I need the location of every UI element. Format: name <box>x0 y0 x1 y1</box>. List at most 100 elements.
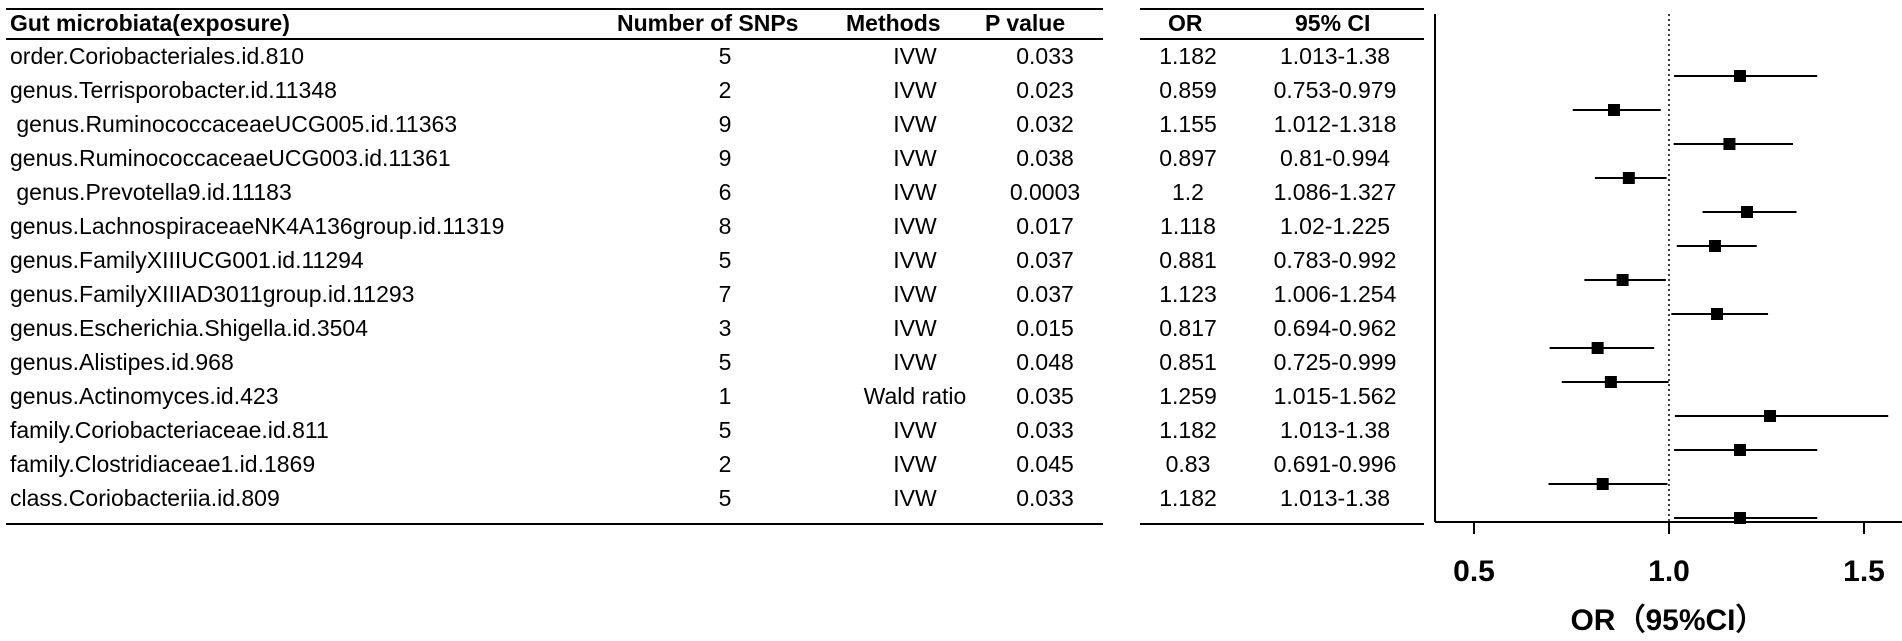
method-cell: IVW <box>893 247 937 273</box>
or-point <box>1733 70 1746 82</box>
ci-cell: 1.015-1.562 <box>1273 383 1397 409</box>
or-cell: 1.259 <box>1159 383 1217 409</box>
ci-cell: 1.013-1.38 <box>1280 43 1390 69</box>
method-cell: IVW <box>893 179 937 205</box>
header-rule-right <box>1140 38 1424 40</box>
method-cell: IVW <box>893 349 937 375</box>
header-ci: 95% CI <box>1295 10 1371 36</box>
ci-cell: 1.006-1.254 <box>1273 281 1397 307</box>
exposure-cell: genus.FamilyXIIIUCG001.id.11294 <box>10 247 364 273</box>
exposure-cell: genus.Prevotella9.id.11183 <box>10 179 292 205</box>
ci-cell: 0.694-0.962 <box>1273 315 1397 341</box>
ci-cell: 1.02-1.225 <box>1280 213 1390 239</box>
snps-cell: 9 <box>718 111 732 137</box>
header-methods: Methods <box>846 10 941 36</box>
exposure-cell: genus.RuminococcaceaeUCG003.id.11361 <box>10 145 451 171</box>
snps-cell: 8 <box>718 213 732 239</box>
method-cell: IVW <box>893 77 937 103</box>
ci-cell: 0.753-0.979 <box>1273 77 1397 103</box>
snps-cell: 2 <box>718 77 732 103</box>
method-cell: IVW <box>893 145 937 171</box>
method-cell: IVW <box>893 417 937 443</box>
header-snps: Number of SNPs <box>617 10 799 36</box>
exposure-cell: genus.LachnospiraceaeNK4A136group.id.113… <box>10 213 505 239</box>
p-value-cell: 0.035 <box>1016 383 1074 409</box>
header-rule-left <box>6 38 1103 40</box>
p-value-cell: 0.032 <box>1016 111 1074 137</box>
or-point <box>1709 240 1722 252</box>
exposure-cell: genus.Alistipes.id.968 <box>10 349 234 375</box>
or-point <box>1733 512 1746 524</box>
method-cell: IVW <box>893 281 937 307</box>
or-cell: 0.851 <box>1159 349 1217 375</box>
x-tick-label: 1.0 <box>1648 555 1690 588</box>
or-point <box>1723 138 1736 150</box>
p-value-cell: 0.037 <box>1016 247 1074 273</box>
method-cell: IVW <box>893 451 937 477</box>
bottom-rule-right <box>1140 523 1424 525</box>
ci-cell: 0.81-0.994 <box>1280 145 1390 171</box>
or-point <box>1591 342 1604 354</box>
x-tick-label: 0.5 <box>1453 555 1495 588</box>
or-cell: 0.83 <box>1165 451 1211 477</box>
snps-cell: 5 <box>718 349 732 375</box>
method-cell: IVW <box>893 485 937 511</box>
snps-cell: 2 <box>718 451 732 477</box>
or-point <box>1604 376 1617 388</box>
or-cell: 1.123 <box>1159 281 1217 307</box>
exposure-cell: genus.Escherichia.Shigella.id.3504 <box>10 315 369 341</box>
or-cell: 0.897 <box>1159 145 1217 171</box>
forest-marks <box>1548 70 1889 524</box>
exposure-cell: family.Coriobacteriaceae.id.811 <box>10 417 329 443</box>
top-rule-left <box>6 8 1103 10</box>
snps-cell: 7 <box>718 281 732 307</box>
snps-cell: 5 <box>718 247 732 273</box>
snps-cell: 6 <box>718 179 732 205</box>
ci-cell: 1.086-1.327 <box>1273 179 1397 205</box>
ci-cell: 0.783-0.992 <box>1273 247 1397 273</box>
snps-cell: 9 <box>718 145 732 171</box>
exposure-cell: order.Coriobacteriales.id.810 <box>10 43 305 69</box>
method-cell: IVW <box>893 213 937 239</box>
or-cell: 0.859 <box>1159 77 1217 103</box>
exposure-cell: class.Coriobacteriia.id.809 <box>10 485 280 511</box>
top-rule-right <box>1140 8 1424 10</box>
snps-cell: 5 <box>718 43 732 69</box>
or-point <box>1616 274 1629 286</box>
or-point <box>1608 104 1621 116</box>
or-cell: 1.182 <box>1159 485 1217 511</box>
exposure-cell: genus.Actinomyces.id.423 <box>10 383 279 409</box>
exposure-cell: genus.Terrisporobacter.id.11348 <box>10 77 337 103</box>
method-cell: IVW <box>893 111 937 137</box>
header-exposure: Gut microbiata(exposure) <box>10 10 290 36</box>
exposure-cell: genus.RuminococcaceaeUCG005.id.11363 <box>10 111 458 137</box>
or-point <box>1622 172 1635 184</box>
p-value-cell: 0.045 <box>1016 451 1074 477</box>
ci-cell: 1.012-1.318 <box>1273 111 1397 137</box>
or-cell: 1.2 <box>1172 179 1204 205</box>
or-cell: 1.182 <box>1159 43 1217 69</box>
or-point <box>1764 410 1777 422</box>
p-value-cell: 0.038 <box>1016 145 1074 171</box>
snps-cell: 1 <box>718 383 732 409</box>
header-or: OR <box>1168 10 1203 36</box>
p-value-cell: 0.033 <box>1016 485 1074 511</box>
ci-cell: 1.013-1.38 <box>1280 485 1390 511</box>
p-value-cell: 0.015 <box>1016 315 1074 341</box>
p-value-cell: 0.037 <box>1016 281 1074 307</box>
p-value-cell: 0.048 <box>1016 349 1074 375</box>
or-cell: 0.881 <box>1159 247 1217 273</box>
x-axis-title: OR（95%CI） <box>1570 603 1765 637</box>
or-point <box>1733 444 1746 456</box>
method-cell: IVW <box>893 315 937 341</box>
or-cell: 1.155 <box>1159 111 1217 137</box>
p-value-cell: 0.017 <box>1016 213 1074 239</box>
snps-cell: 5 <box>718 485 732 511</box>
p-value-cell: 0.0003 <box>1009 179 1081 205</box>
x-tick-label: 1.5 <box>1843 555 1885 588</box>
exposure-cell: genus.FamilyXIIIAD3011group.id.11293 <box>10 281 415 307</box>
or-cell: 1.118 <box>1160 213 1216 239</box>
or-point <box>1710 308 1723 320</box>
bottom-rule-left <box>6 523 1103 525</box>
or-cell: 1.182 <box>1159 417 1217 443</box>
